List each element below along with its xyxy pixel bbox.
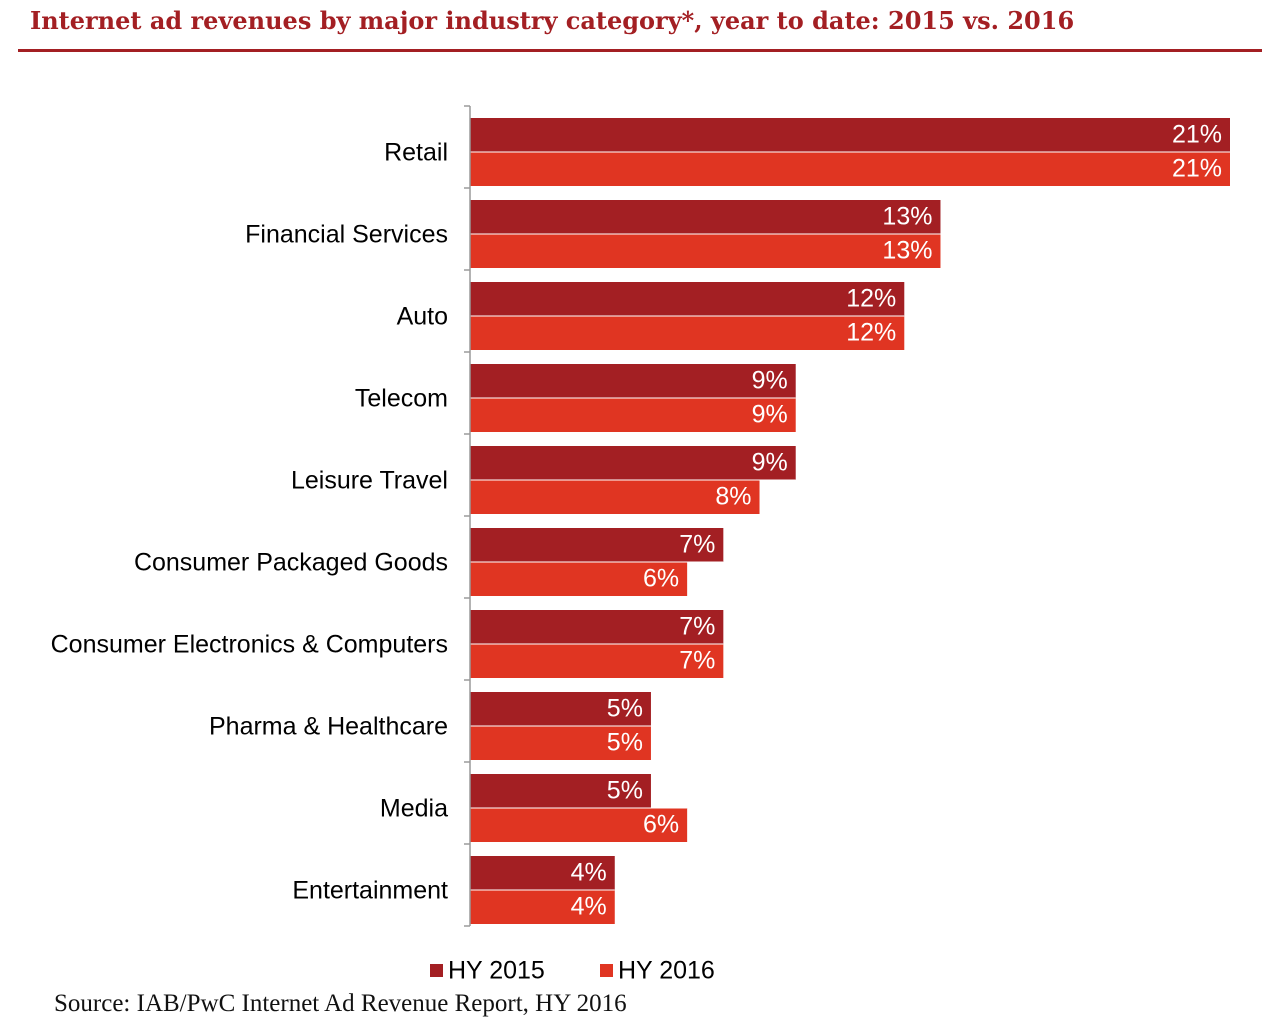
axis-group: [464, 105, 471, 927]
category-label: Auto: [397, 303, 448, 331]
category-label: Telecom: [355, 385, 448, 413]
category-label: Consumer Packaged Goods: [134, 549, 448, 577]
bar-value-label: 9%: [752, 367, 788, 395]
bar-hy2016: [470, 234, 941, 268]
category-label: Entertainment: [292, 877, 448, 905]
bar-hy2016: [470, 562, 688, 596]
category-label: Retail: [384, 139, 448, 167]
legend-label: HY 2015: [448, 957, 545, 985]
category-label: Pharma & Healthcare: [209, 713, 448, 741]
bar-value-label: 5%: [607, 729, 643, 757]
title-rule: [18, 49, 1262, 52]
bar-value-label: 5%: [607, 777, 643, 805]
bar-hy2016: [470, 480, 760, 514]
bar-value-label: 8%: [715, 483, 751, 511]
bar-value-label: 7%: [679, 647, 715, 675]
bar-value-label: 5%: [607, 695, 643, 723]
bar-value-label: 9%: [752, 449, 788, 477]
legend-swatch-hy2015: [430, 964, 443, 977]
bar-hy2016: [470, 726, 651, 760]
bars-group: [470, 118, 1230, 924]
chart-title: Internet ad revenues by major industry c…: [30, 6, 1075, 35]
category-label: Financial Services: [245, 221, 448, 249]
bar-labels-group: 21%21%13%13%12%12%9%9%9%8%7%6%7%7%5%5%5%…: [571, 121, 1222, 921]
category-labels-group: Retail Financial Services Auto Telecom Leisu…: [51, 139, 448, 905]
bar-value-label: 9%: [752, 401, 788, 429]
source-note: Source: IAB/PwC Internet Ad Revenue Repo…: [54, 990, 627, 1017]
bar-value-label: 21%: [1172, 155, 1222, 183]
category-label: Consumer Electronics & Computers: [51, 631, 448, 659]
bar-hy2015: [470, 364, 796, 398]
bar-hy2016: [470, 398, 796, 432]
bar-hy2016: [470, 890, 615, 924]
bar-hy2016: [470, 808, 688, 842]
bar-hy2015: [470, 118, 1230, 152]
legend: HY 2015 HY 2016: [430, 957, 715, 985]
bar-value-label: 4%: [571, 893, 607, 921]
bar-value-label: 7%: [679, 531, 715, 559]
bar-hy2015: [470, 200, 941, 234]
bar-value-label: 7%: [679, 613, 715, 641]
bar-hy2015: [470, 610, 724, 644]
category-label: Media: [380, 795, 448, 823]
bar-hy2016: [470, 644, 724, 678]
bar-value-label: 12%: [846, 285, 896, 313]
bar-value-label: 6%: [643, 811, 679, 839]
bar-hy2015: [470, 692, 651, 726]
legend-swatch-hy2016: [600, 964, 613, 977]
bar-hy2015: [470, 446, 796, 480]
bar-hy2016: [470, 316, 905, 350]
bar-value-label: 12%: [846, 319, 896, 347]
bar-hy2015: [470, 282, 905, 316]
bar-hy2015: [470, 528, 724, 562]
bar-value-label: 13%: [882, 237, 932, 265]
bar-value-label: 4%: [571, 859, 607, 887]
bar-value-label: 13%: [882, 203, 932, 231]
bar-hy2015: [470, 856, 615, 890]
category-label: Leisure Travel: [291, 467, 448, 495]
bar-hy2016: [470, 152, 1230, 186]
bar-value-label: 6%: [643, 565, 679, 593]
bar-hy2015: [470, 774, 651, 808]
legend-label: HY 2016: [618, 957, 715, 985]
bar-value-label: 21%: [1172, 121, 1222, 149]
